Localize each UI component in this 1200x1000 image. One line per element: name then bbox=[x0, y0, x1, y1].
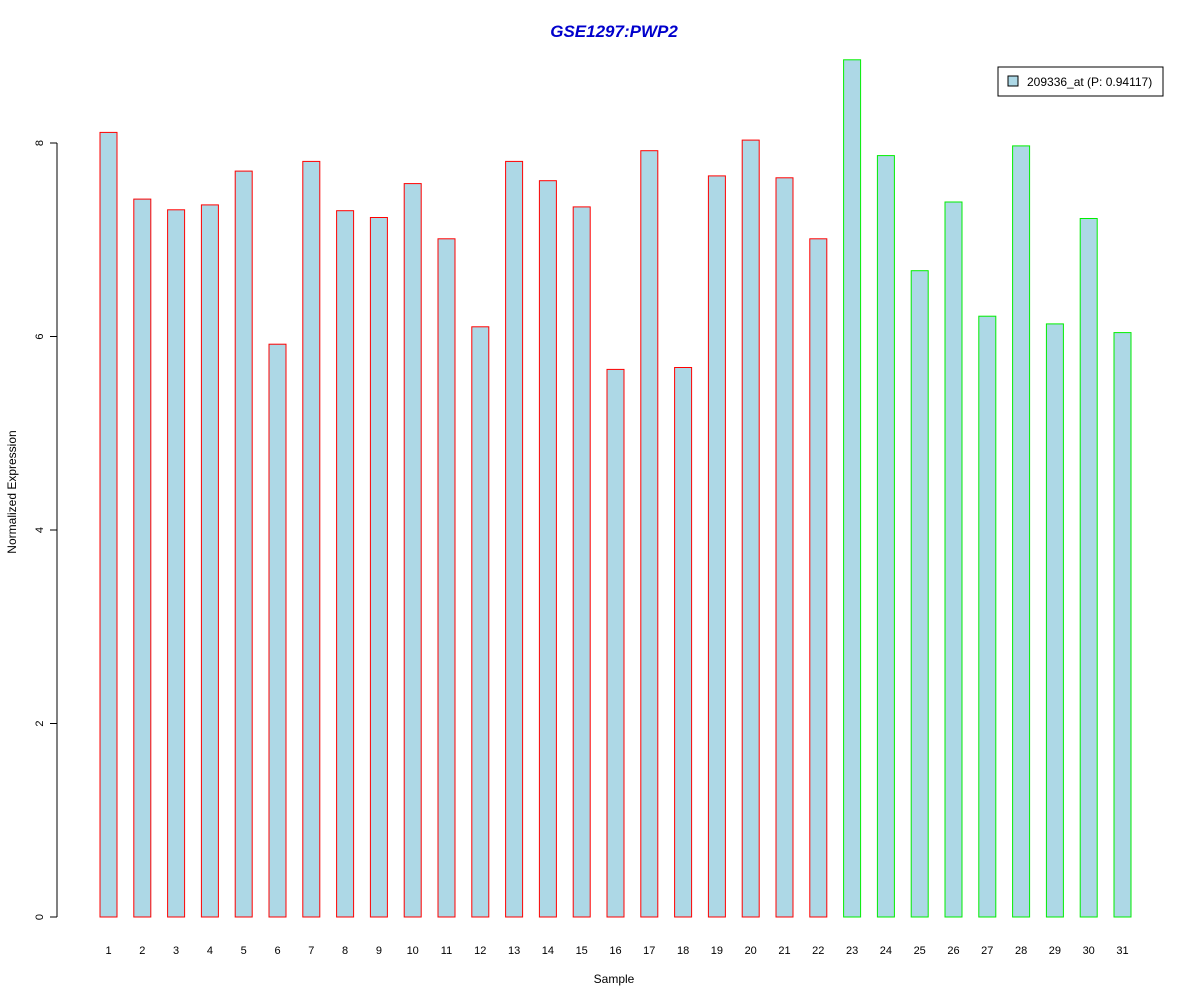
bar-sample-4 bbox=[200, 204, 219, 918]
bar-sample-24 bbox=[876, 155, 895, 918]
bar-sample-29 bbox=[1045, 323, 1064, 918]
x-tick-label: 27 bbox=[981, 945, 993, 957]
x-tick-label: 14 bbox=[542, 945, 554, 957]
bar-sample-9 bbox=[369, 217, 388, 918]
x-tick-label: 15 bbox=[576, 945, 588, 957]
x-tick-label: 28 bbox=[1015, 945, 1027, 957]
x-axis-label: Sample bbox=[594, 972, 635, 986]
bar-sample-18 bbox=[674, 367, 693, 918]
x-tick-label: 16 bbox=[609, 945, 621, 957]
x-tick-label: 29 bbox=[1049, 945, 1061, 957]
x-tick-label: 17 bbox=[643, 945, 655, 957]
legend: 209336_at (P: 0.94117) bbox=[997, 66, 1164, 97]
bar-sample-10 bbox=[403, 183, 422, 918]
x-tick-label: 1 bbox=[105, 945, 111, 957]
x-tick-label: 18 bbox=[677, 945, 689, 957]
bar-sample-16 bbox=[606, 368, 625, 918]
x-tick-label: 13 bbox=[508, 945, 520, 957]
y-tick-label: 2 bbox=[34, 720, 46, 726]
x-tick-label: 22 bbox=[812, 945, 824, 957]
bar-sample-22 bbox=[809, 238, 828, 918]
bar-sample-6 bbox=[268, 343, 287, 918]
x-tick-label: 30 bbox=[1083, 945, 1095, 957]
legend-swatch bbox=[1007, 75, 1019, 87]
y-tick-label: 6 bbox=[34, 333, 46, 339]
bar-sample-14 bbox=[538, 180, 557, 918]
x-tick-labels: 1 2 3 4 5 6 7 8 9 10 11 12 13 14 15 16 17 18 19 20 21 22 23 24 2… bbox=[105, 945, 1128, 957]
x-tick-label: 25 bbox=[914, 945, 926, 957]
bar-sample-23 bbox=[843, 59, 862, 918]
y-tick-label: 4 bbox=[34, 527, 46, 533]
x-tick-label: 31 bbox=[1116, 945, 1128, 957]
y-tick-label: 8 bbox=[34, 140, 46, 146]
x-tick-label: 19 bbox=[711, 945, 723, 957]
x-tick-label: 20 bbox=[745, 945, 757, 957]
x-tick-label: 11 bbox=[441, 945, 452, 957]
x-tick-label: 5 bbox=[241, 945, 247, 957]
bar-sample-8 bbox=[336, 210, 355, 918]
legend-label: 209336_at (P: 0.94117) bbox=[1027, 75, 1152, 89]
bar-sample-25 bbox=[910, 270, 929, 918]
bar-sample-2 bbox=[133, 198, 152, 918]
x-tick-label: 24 bbox=[880, 945, 892, 957]
bar-sample-19 bbox=[707, 175, 726, 918]
bar-sample-5 bbox=[234, 170, 253, 918]
x-tick-label: 21 bbox=[778, 945, 790, 957]
y-axis: 0 2 4 6 8 bbox=[34, 140, 58, 920]
y-axis-label: Normalized Expression bbox=[5, 430, 19, 553]
bar-sample-7 bbox=[302, 160, 321, 918]
bar-sample-27 bbox=[978, 315, 997, 918]
x-tick-label: 10 bbox=[407, 945, 419, 957]
x-tick-label: 3 bbox=[173, 945, 179, 957]
y-tick-label: 0 bbox=[34, 914, 46, 920]
x-tick-label: 9 bbox=[376, 945, 382, 957]
bar-sample-17 bbox=[640, 150, 659, 918]
chart-title: GSE1297:PWP2 bbox=[550, 22, 678, 41]
bar-sample-3 bbox=[167, 209, 186, 918]
bar-sample-15 bbox=[572, 206, 591, 918]
x-tick-label: 2 bbox=[139, 945, 145, 957]
x-tick-label: 12 bbox=[474, 945, 486, 957]
bar-sample-20 bbox=[741, 139, 760, 918]
x-tick-label: 26 bbox=[947, 945, 959, 957]
x-tick-label: 8 bbox=[342, 945, 348, 957]
bar-sample-26 bbox=[944, 201, 963, 918]
bar-sample-13 bbox=[505, 160, 524, 918]
x-tick-label: 6 bbox=[274, 945, 280, 957]
bar-sample-30 bbox=[1079, 218, 1098, 918]
x-tick-label: 7 bbox=[308, 945, 314, 957]
bar-sample-28 bbox=[1012, 145, 1031, 918]
x-tick-label: 23 bbox=[846, 945, 858, 957]
bar-sample-11 bbox=[437, 238, 456, 918]
bar-sample-31 bbox=[1113, 332, 1132, 918]
x-tick-label: 4 bbox=[207, 945, 213, 957]
legend-box bbox=[997, 66, 1164, 97]
bar-sample-21 bbox=[775, 177, 794, 918]
bar-series bbox=[99, 59, 1132, 918]
bar-sample-1 bbox=[99, 131, 118, 918]
bar-sample-12 bbox=[471, 326, 490, 918]
